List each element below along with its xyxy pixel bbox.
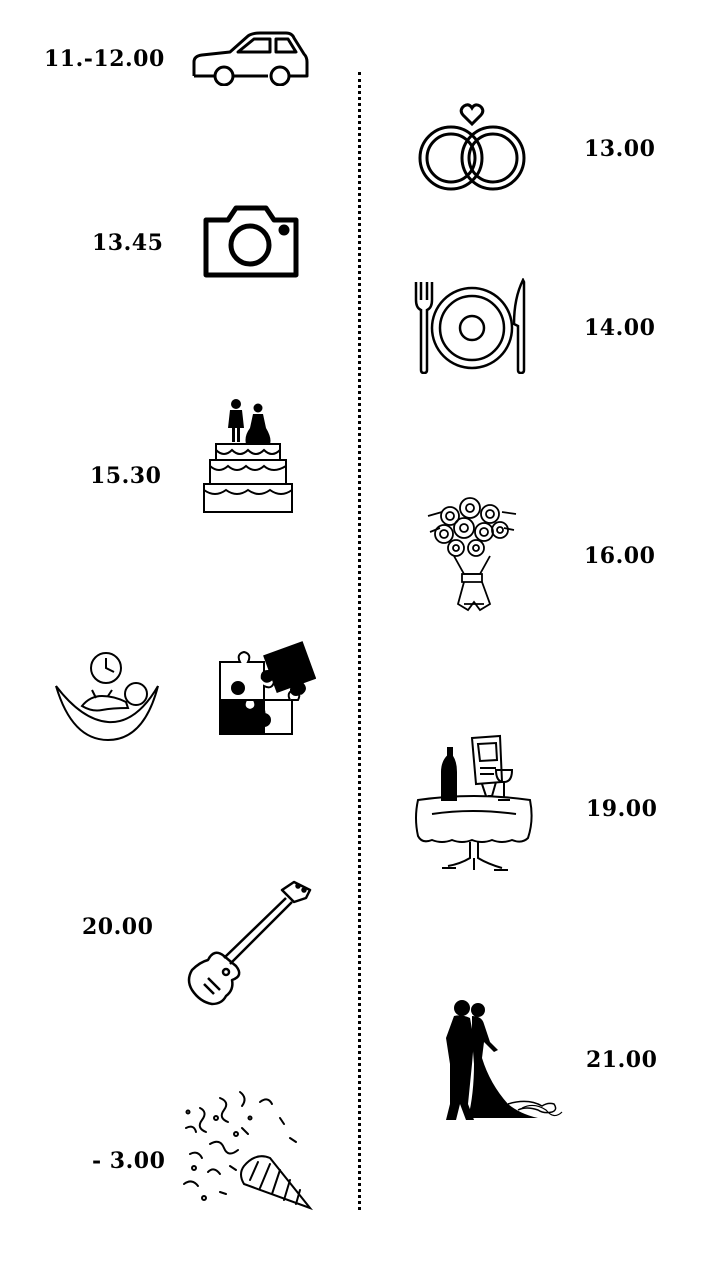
- time-label: - 3.00: [92, 1148, 166, 1174]
- puzzle-icon: [216, 638, 316, 738]
- time-label: 11.-12.00: [44, 46, 165, 72]
- dinner-table-icon: [412, 734, 536, 878]
- camera-icon: [200, 202, 302, 280]
- guitar-icon: [184, 878, 314, 1008]
- time-label: 21.00: [586, 1047, 658, 1073]
- time-label: 13.00: [584, 136, 656, 162]
- car-icon: [190, 30, 310, 86]
- time-label: 14.00: [584, 315, 656, 341]
- time-label: 20.00: [82, 914, 154, 940]
- timeline-divider: [358, 72, 361, 1210]
- first-dance-couple-icon: [438, 994, 568, 1124]
- bouquet-icon: [424, 490, 520, 616]
- wedding-cake-icon: [202, 398, 294, 516]
- time-label: 19.00: [586, 796, 658, 822]
- dinner-plate-icon: [410, 278, 534, 374]
- party-popper-icon: [180, 1088, 314, 1214]
- time-label: 15.30: [90, 463, 162, 489]
- rest-hammock-clock-icon: [52, 650, 162, 744]
- time-label: 13.45: [92, 230, 164, 256]
- wedding-rings-icon: [410, 102, 534, 192]
- time-label: 16.00: [584, 543, 656, 569]
